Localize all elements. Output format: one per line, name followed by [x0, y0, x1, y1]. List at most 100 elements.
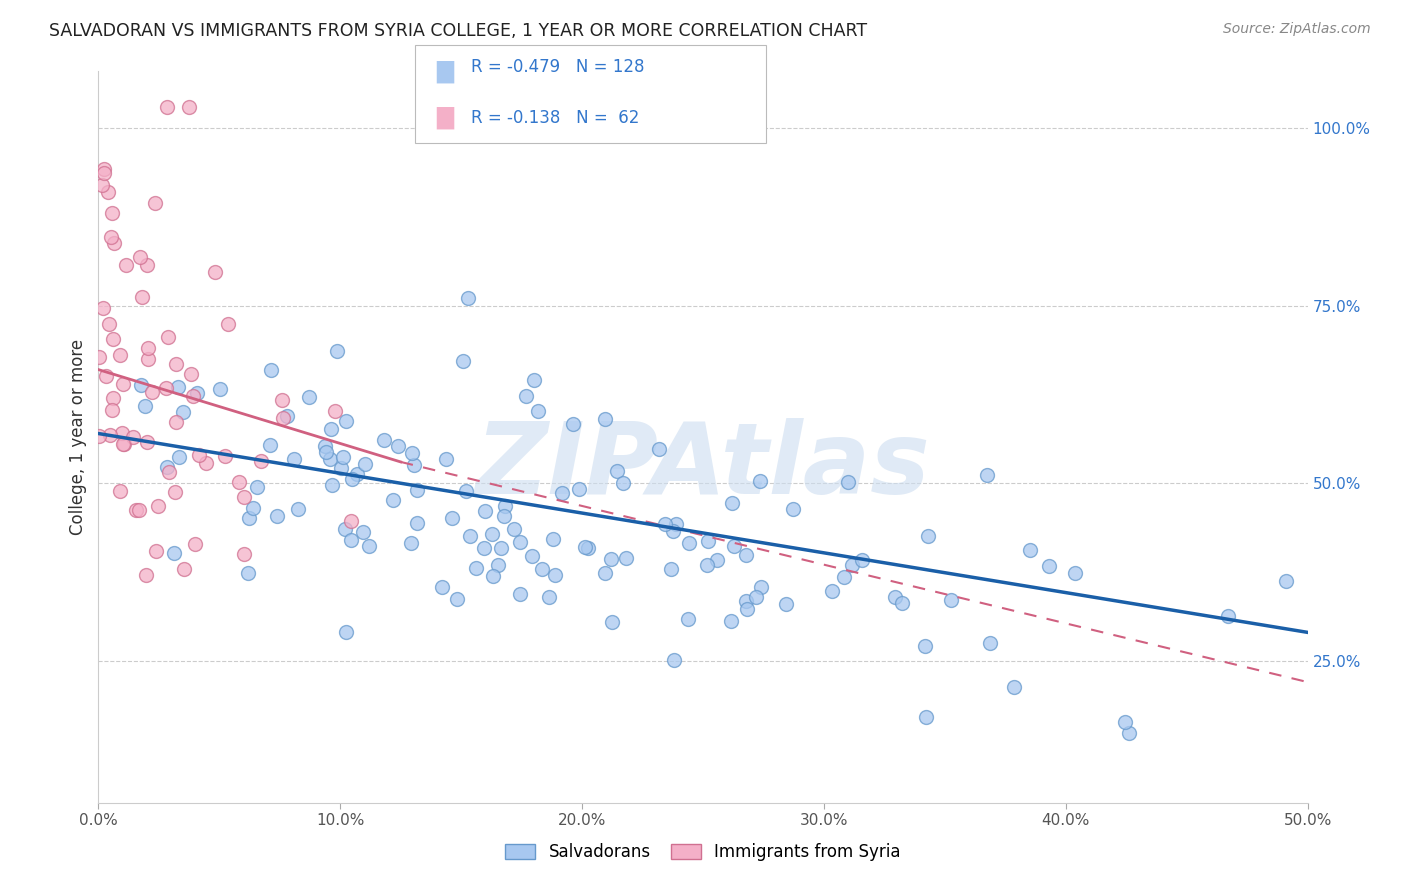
Point: [181, 389, 204, 403]
Point: [232, 547, 254, 561]
Point: [173, 561, 195, 575]
Point: [129, 250, 152, 264]
Point: [576, 541, 599, 555]
Point: [93, 166, 115, 180]
Point: [103, 235, 125, 250]
Point: [509, 534, 531, 549]
Point: [884, 591, 907, 605]
Point: [136, 341, 159, 355]
Point: [332, 450, 354, 465]
Point: [96, 186, 118, 200]
Point: [141, 384, 163, 399]
Point: [357, 539, 380, 553]
Point: [177, 100, 200, 114]
Point: [101, 391, 124, 405]
Text: R = -0.138   N =  62: R = -0.138 N = 62: [471, 109, 640, 127]
Point: [600, 615, 623, 629]
Point: [914, 639, 936, 653]
Point: [91, 301, 114, 315]
Point: [706, 553, 728, 567]
Text: R = -0.479   N = 128: R = -0.479 N = 128: [471, 58, 644, 76]
Point: [298, 390, 321, 404]
Point: [489, 541, 512, 555]
Point: [654, 516, 676, 531]
Point: [523, 372, 546, 386]
Text: █: █: [436, 61, 453, 83]
Point: [97, 317, 120, 331]
Point: [101, 333, 124, 347]
Point: [93, 162, 115, 177]
Point: [458, 529, 481, 543]
Point: [775, 598, 797, 612]
Point: [1063, 566, 1085, 580]
Point: [401, 446, 423, 460]
Point: [472, 541, 495, 555]
Point: [662, 524, 685, 539]
Legend: Salvadorans, Immigrants from Syria: Salvadorans, Immigrants from Syria: [499, 837, 907, 868]
Point: [568, 482, 591, 496]
Point: [121, 430, 143, 444]
Point: [259, 362, 281, 376]
Point: [172, 404, 194, 418]
Point: [145, 544, 167, 558]
Point: [1274, 574, 1296, 588]
Point: [436, 451, 458, 466]
Point: [457, 291, 479, 305]
Point: [593, 566, 616, 580]
Point: [406, 516, 429, 530]
Point: [335, 625, 357, 640]
Point: [1004, 680, 1026, 694]
Point: [233, 491, 256, 505]
Point: [720, 496, 742, 510]
Point: [125, 503, 148, 517]
Point: [612, 476, 634, 491]
Point: [91, 178, 114, 192]
Point: [315, 445, 337, 459]
Point: [266, 508, 288, 523]
Point: [319, 451, 342, 466]
Point: [1019, 542, 1042, 557]
Point: [346, 467, 368, 481]
Point: [134, 400, 156, 414]
Point: [165, 358, 187, 372]
Text: █: █: [436, 107, 453, 129]
Text: ZIPAtlas: ZIPAtlas: [475, 417, 931, 515]
Point: [541, 533, 564, 547]
Point: [128, 503, 150, 517]
Point: [520, 549, 543, 563]
Point: [509, 587, 531, 601]
Point: [1038, 559, 1060, 574]
Point: [665, 516, 688, 531]
Point: [167, 450, 190, 464]
Point: [354, 457, 377, 471]
Point: [146, 499, 169, 513]
Point: [979, 636, 1001, 650]
Point: [1118, 726, 1140, 740]
Point: [276, 409, 298, 424]
Point: [101, 206, 124, 220]
Point: [373, 433, 395, 447]
Point: [330, 461, 353, 475]
Point: [530, 562, 553, 576]
Point: [735, 602, 758, 616]
Point: [600, 552, 623, 566]
Point: [606, 464, 628, 478]
Point: [165, 485, 187, 500]
Point: [678, 612, 700, 626]
Point: [735, 549, 758, 563]
Point: [696, 533, 718, 548]
Point: [834, 570, 856, 584]
Point: [464, 561, 486, 575]
Point: [217, 317, 239, 331]
Point: [100, 230, 122, 244]
Point: [236, 566, 259, 581]
Point: [723, 539, 745, 553]
Point: [167, 380, 190, 394]
Point: [751, 580, 773, 594]
Point: [917, 529, 939, 543]
Point: [156, 330, 179, 344]
Point: [271, 410, 294, 425]
Point: [745, 590, 768, 604]
Point: [214, 450, 236, 464]
Point: [340, 533, 363, 547]
